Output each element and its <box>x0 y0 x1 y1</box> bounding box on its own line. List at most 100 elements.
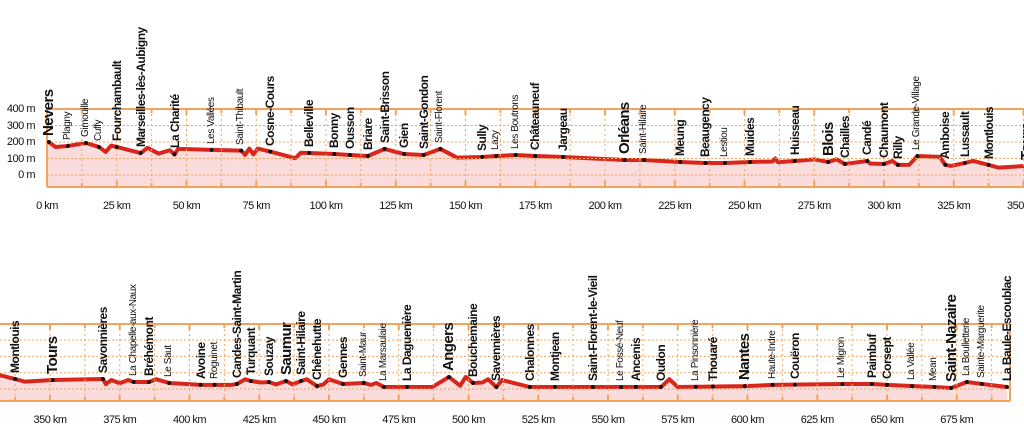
place-label: Saint-Hilaire <box>638 104 650 154</box>
place-label: Le Migron <box>836 337 848 378</box>
place-label: Fourchambault <box>109 60 124 141</box>
place-label: Thouaré <box>705 336 720 381</box>
place-dot <box>198 382 203 387</box>
place-dot <box>979 381 984 386</box>
place-dot <box>561 155 566 160</box>
x-tick-label: 200 km <box>588 200 622 212</box>
x-tick-label: 600 km <box>730 414 765 426</box>
x-tick-label: 375 km <box>103 414 137 426</box>
place-dot <box>882 161 886 166</box>
place-dot <box>405 385 410 390</box>
place-dot <box>470 380 475 385</box>
place-dot <box>842 161 847 166</box>
place-label: Saint-Florent <box>434 90 446 143</box>
x-tick-label: 350 km <box>1006 200 1024 212</box>
place-label: Chailles <box>837 115 852 158</box>
place-dot <box>659 385 664 390</box>
place-label: Bonny <box>327 113 342 149</box>
place-label: Chalonnes <box>522 324 537 382</box>
y-tick-label: 200 m <box>6 136 36 148</box>
y-tick-label: 0 m <box>18 169 35 181</box>
place-label: Saint-Maur <box>357 332 369 377</box>
place-label: Jargeau <box>556 108 571 151</box>
place-dot <box>792 382 797 387</box>
place-dot <box>365 154 370 159</box>
place-dot <box>96 144 101 149</box>
place-label: Saint-Nazaire <box>942 294 960 383</box>
place-label: Orléans <box>616 102 634 154</box>
place-dot <box>172 152 177 157</box>
place-label: Les Boutrons <box>509 94 521 150</box>
place-dot <box>722 160 727 165</box>
place-label: Le Saut <box>163 345 175 377</box>
place-label: Blois <box>819 122 837 156</box>
place-dot <box>101 377 106 382</box>
place-dot <box>138 151 143 156</box>
place-label: La Chapelle-aux-Naux <box>127 284 139 376</box>
x-tick-label: 425 km <box>242 414 277 426</box>
place-label: Bréhémont <box>142 317 157 376</box>
place-dot <box>13 377 18 382</box>
x-tick-label: 275 km <box>797 200 832 212</box>
place-label: Saint-Hilaire <box>294 311 309 375</box>
place-dot <box>915 154 920 159</box>
place-dot <box>943 162 948 167</box>
place-label: Montlouis <box>8 320 23 374</box>
y-tick-label: 100 m <box>6 152 36 165</box>
place-label: Oudon <box>654 344 668 382</box>
place-label: Corsept <box>880 337 894 379</box>
place-dot <box>962 160 967 165</box>
place-label: La Pinsonnière <box>689 319 701 381</box>
place-dot <box>513 153 518 158</box>
x-tick-label: 575 km <box>661 414 695 426</box>
elevation-panel-top: Nevers Plagny Gimouille Cuffy Fourchambault M… <box>6 27 1024 212</box>
place-dot <box>622 157 627 162</box>
elevation-plot <box>0 323 1011 402</box>
place-label: Lussault <box>957 111 972 157</box>
place-label: Belleville <box>302 100 317 148</box>
place-dot <box>421 153 426 158</box>
x-tick-label: 450 km <box>312 414 346 426</box>
place-dot <box>527 385 532 390</box>
place-label: La Marsaulaie <box>377 323 389 382</box>
x-tick-label: 475 km <box>382 414 416 426</box>
place-label: Cosne-Cours <box>263 75 278 146</box>
place-dot <box>131 379 136 384</box>
place-label: Turquant <box>243 327 258 375</box>
x-tick-label: 150 km <box>448 200 483 212</box>
place-dot <box>642 157 647 162</box>
place-dot <box>332 152 337 157</box>
place-dot <box>239 148 244 153</box>
place-dot <box>46 140 51 144</box>
place-label: Roguinet <box>208 342 220 379</box>
place-label: Gennes <box>335 336 350 378</box>
place-label: Tours <box>44 336 62 375</box>
place-dot <box>1004 385 1009 390</box>
place-dot <box>381 385 386 390</box>
x-tick-label: 550 km <box>591 414 625 426</box>
x-tick-label: 125 km <box>379 200 413 212</box>
place-dot <box>949 386 954 391</box>
place-label: Savonnières <box>96 307 110 374</box>
place-label: Le Fossé-Neuf <box>615 320 627 382</box>
place-dot <box>742 384 747 389</box>
place-dot <box>910 384 915 389</box>
y-tick-label: 300 m <box>6 119 36 132</box>
place-label: Bouchemaine <box>465 303 480 377</box>
place-label: Gien <box>397 123 412 149</box>
place-dot <box>494 154 499 159</box>
place-label: Nevers <box>40 89 58 136</box>
place-label: Le Grande-Village <box>911 76 923 151</box>
x-tick-label: 625 km <box>800 414 835 426</box>
place-dot <box>382 146 387 151</box>
x-tick-label: 650 km <box>870 414 904 426</box>
place-dot <box>234 381 239 386</box>
place-label: Les Vallées <box>205 97 217 144</box>
place-label: Briare <box>360 118 375 151</box>
place-dot <box>284 379 289 384</box>
place-label: Meung <box>673 119 688 156</box>
place-dot <box>147 379 152 384</box>
place-dot <box>619 385 624 390</box>
place-dot <box>212 382 217 387</box>
place-dot <box>209 147 214 152</box>
